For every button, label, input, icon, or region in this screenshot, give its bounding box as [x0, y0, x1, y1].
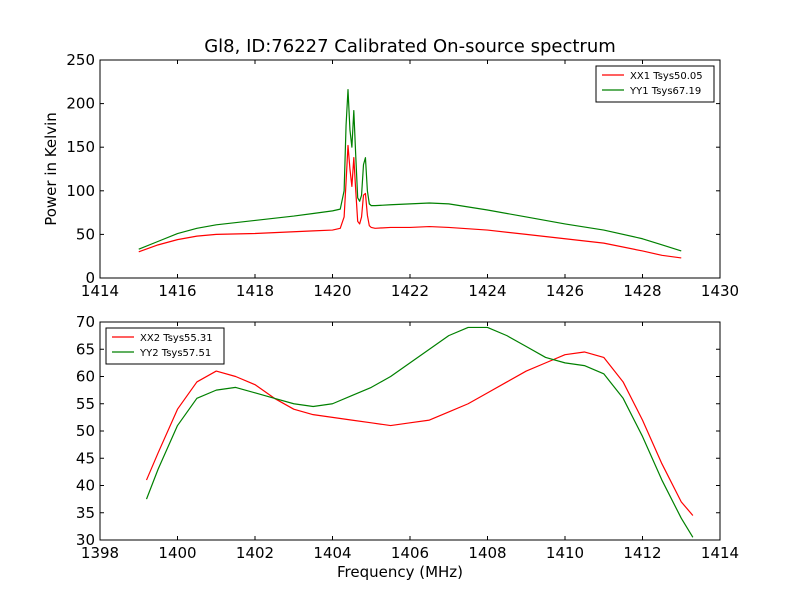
x-tick-label: 1400 — [158, 544, 196, 562]
x-tick-label: 1430 — [701, 282, 739, 300]
legend: XX1 Tsys50.05 YY1 Tsys67.19 — [595, 65, 715, 103]
chart-title: Gl8, ID:76227 Calibrated On-source spect… — [204, 36, 616, 57]
x-tick-label: 1408 — [468, 544, 506, 562]
x-tick-label: 1428 — [623, 282, 661, 300]
series-line-2 — [145, 326, 694, 538]
y-tick-label: 40 — [76, 477, 95, 495]
x-tick-label: 1414 — [81, 282, 119, 300]
legend-box — [105, 327, 225, 365]
y-tick-label: 50 — [76, 225, 95, 243]
y-tick-label: 200 — [66, 95, 95, 113]
y-tick-label: 30 — [76, 531, 95, 549]
bottom-spectrum-panel: 1398 1400 1402 1404 1406 1408 1410 1412 1414 30 35… — [76, 313, 739, 581]
x-tick-label: 1402 — [236, 544, 274, 562]
y-tick-label: 35 — [76, 504, 95, 522]
x-tick-label: 1424 — [468, 282, 506, 300]
legend-entry: YY2 Tsys57.51 — [139, 348, 211, 359]
x-tick-label: 1416 — [158, 282, 196, 300]
legend-box — [595, 65, 715, 103]
x-tick-label: 1414 — [701, 544, 739, 562]
x-tick-label: 1406 — [391, 544, 429, 562]
y-tick-label: 65 — [76, 340, 95, 358]
x-tick-label: 1398 — [81, 544, 119, 562]
x-tick-label: 1426 — [546, 282, 584, 300]
y-tick-label: 250 — [66, 51, 95, 69]
y-tick-label: 70 — [76, 313, 95, 331]
series-line-1 — [145, 351, 694, 516]
top-spectrum-panel: 1414 1416 1418 1420 1422 1424 1426 1428 1430 0 50 1… — [42, 51, 739, 300]
legend-entry: YY1 Tsys67.19 — [629, 86, 701, 97]
x-tick-label: 1420 — [313, 282, 351, 300]
y-tick-label: 100 — [66, 182, 95, 200]
x-tick-label: 1412 — [623, 544, 661, 562]
series-line-2 — [138, 89, 682, 252]
x-tick-label: 1410 — [546, 544, 584, 562]
y-tick-label: 0 — [85, 269, 95, 287]
x-tick-label: 1418 — [236, 282, 274, 300]
y-tick-label: 45 — [76, 449, 95, 467]
series-line-1 — [138, 144, 682, 259]
legend: XX2 Tsys55.31 YY2 Tsys57.51 — [105, 327, 225, 365]
legend-entry: XX1 Tsys50.05 — [630, 71, 703, 82]
y-tick-label: 150 — [66, 138, 95, 156]
y-tick-label: 50 — [76, 422, 95, 440]
x-tick-label: 1422 — [391, 282, 429, 300]
x-tick-label: 1404 — [313, 544, 351, 562]
legend-entry: XX2 Tsys55.31 — [140, 333, 213, 344]
y-tick-label: 60 — [76, 368, 95, 386]
x-axis-label: Frequency (MHz) — [337, 563, 463, 581]
y-axis-label: Power in Kelvin — [42, 112, 60, 226]
y-tick-label: 55 — [76, 395, 95, 413]
